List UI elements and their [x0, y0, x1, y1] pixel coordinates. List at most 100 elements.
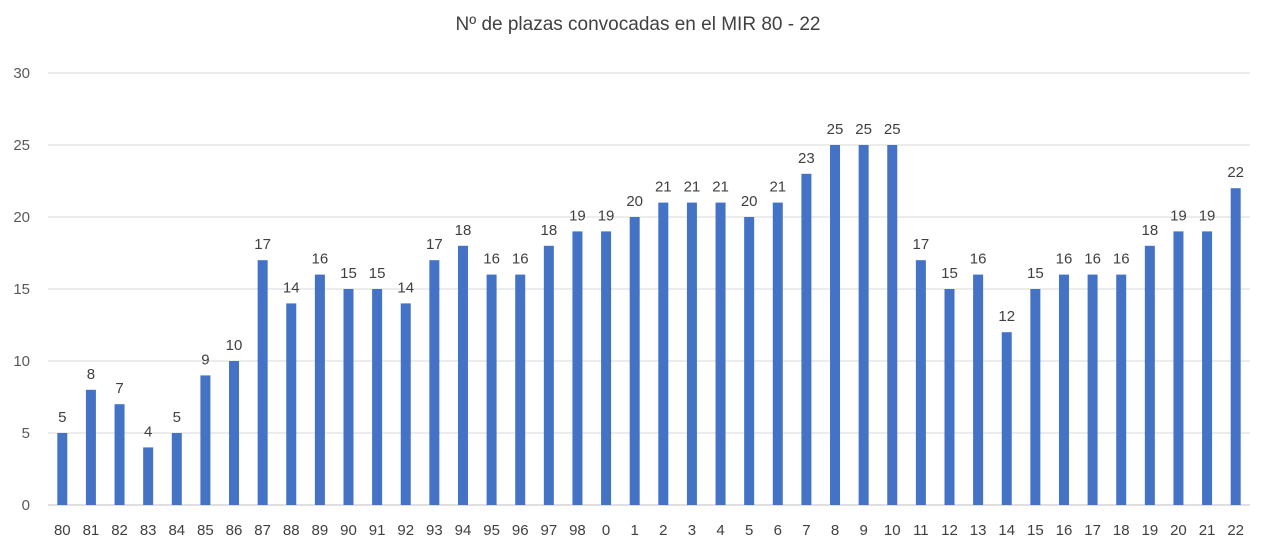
y-tick-label: 15 [13, 281, 30, 298]
x-tick-label: 22 [1227, 522, 1244, 539]
data-label: 19 [598, 207, 615, 224]
bar [1030, 289, 1041, 505]
bar [286, 303, 297, 505]
bar [1230, 188, 1241, 505]
data-label: 15 [1027, 265, 1044, 282]
y-tick-label: 20 [13, 209, 30, 226]
data-label: 4 [144, 423, 152, 440]
data-label: 16 [1056, 251, 1073, 268]
x-tick-label: 3 [688, 522, 696, 539]
x-tick-label: 15 [1027, 522, 1044, 539]
bar [1116, 274, 1127, 505]
data-label: 17 [426, 236, 443, 253]
x-tick-label: 83 [140, 522, 157, 539]
data-label: 16 [312, 251, 329, 268]
bar [543, 245, 554, 506]
x-tick-label: 16 [1056, 522, 1073, 539]
x-tick-label: 86 [226, 522, 243, 539]
x-tick-label: 94 [455, 522, 472, 539]
data-label: 15 [369, 265, 386, 282]
bar [858, 145, 869, 505]
bar [400, 303, 411, 505]
x-tick-label: 14 [998, 522, 1015, 539]
bar [57, 433, 68, 505]
x-tick-label: 81 [83, 522, 100, 539]
data-label: 22 [1227, 164, 1244, 181]
x-tick-label: 91 [369, 522, 386, 539]
data-label: 8 [87, 366, 95, 383]
data-label: 21 [655, 179, 672, 196]
x-tick-label: 19 [1141, 522, 1158, 539]
bar [372, 289, 383, 505]
data-label: 16 [1113, 251, 1130, 268]
data-label: 16 [970, 251, 987, 268]
x-tick-label: 92 [397, 522, 414, 539]
data-label: 5 [58, 409, 66, 426]
data-label: 25 [827, 121, 844, 138]
bars [57, 145, 1241, 506]
bar [486, 274, 497, 505]
x-tick-label: 4 [716, 522, 724, 539]
bar [830, 145, 841, 505]
bar [1087, 274, 1098, 505]
x-tick-label: 7 [802, 522, 810, 539]
bar [515, 274, 526, 505]
bar [915, 260, 926, 505]
x-tick-label: 6 [774, 522, 782, 539]
bar [629, 217, 640, 505]
data-label: 10 [226, 337, 243, 354]
y-tick-label: 10 [13, 353, 30, 370]
data-label: 21 [712, 179, 729, 196]
bar [601, 231, 612, 505]
data-label: 18 [1141, 222, 1158, 239]
x-tick-label: 10 [884, 522, 901, 539]
bar [715, 202, 726, 505]
bar [457, 245, 468, 506]
data-label: 16 [512, 251, 529, 268]
bar [314, 274, 325, 505]
x-tick-label: 88 [283, 522, 300, 539]
data-label: 19 [1199, 207, 1216, 224]
x-tick-label: 13 [970, 522, 987, 539]
x-tick-label: 98 [569, 522, 586, 539]
bar [686, 202, 697, 505]
x-tick-label: 18 [1113, 522, 1130, 539]
x-tick-label: 93 [426, 522, 443, 539]
x-tick-label: 95 [483, 522, 500, 539]
x-tick-label: 85 [197, 522, 214, 539]
data-label: 20 [626, 193, 643, 210]
bar [887, 145, 898, 505]
y-axis-ticks: 0 5 10 15 20 25 30 [13, 65, 30, 514]
bar [801, 173, 812, 506]
bar [1058, 274, 1069, 505]
bar [1173, 231, 1184, 505]
data-label: 18 [455, 222, 472, 239]
bar [171, 433, 182, 505]
data-label: 9 [201, 351, 209, 368]
bar [572, 231, 583, 505]
gridlines [48, 72, 1250, 506]
data-label: 20 [741, 193, 758, 210]
x-tick-label: 97 [540, 522, 557, 539]
y-tick-label: 5 [22, 425, 30, 442]
y-tick-label: 0 [22, 497, 30, 514]
y-tick-label: 30 [13, 65, 30, 82]
bar [973, 274, 984, 505]
bar [85, 389, 96, 505]
bar [944, 289, 955, 505]
x-tick-label: 2 [659, 522, 667, 539]
x-tick-label: 0 [602, 522, 610, 539]
x-tick-label: 20 [1170, 522, 1187, 539]
bar [143, 447, 154, 505]
data-label: 17 [254, 236, 271, 253]
bar [229, 361, 240, 505]
bar [200, 375, 211, 505]
data-label: 21 [769, 179, 786, 196]
x-tick-label: 12 [941, 522, 958, 539]
x-tick-label: 87 [254, 522, 271, 539]
y-tick-label: 25 [13, 137, 30, 154]
x-tick-label: 96 [512, 522, 529, 539]
data-label: 18 [540, 222, 557, 239]
x-tick-label: 11 [913, 522, 929, 539]
